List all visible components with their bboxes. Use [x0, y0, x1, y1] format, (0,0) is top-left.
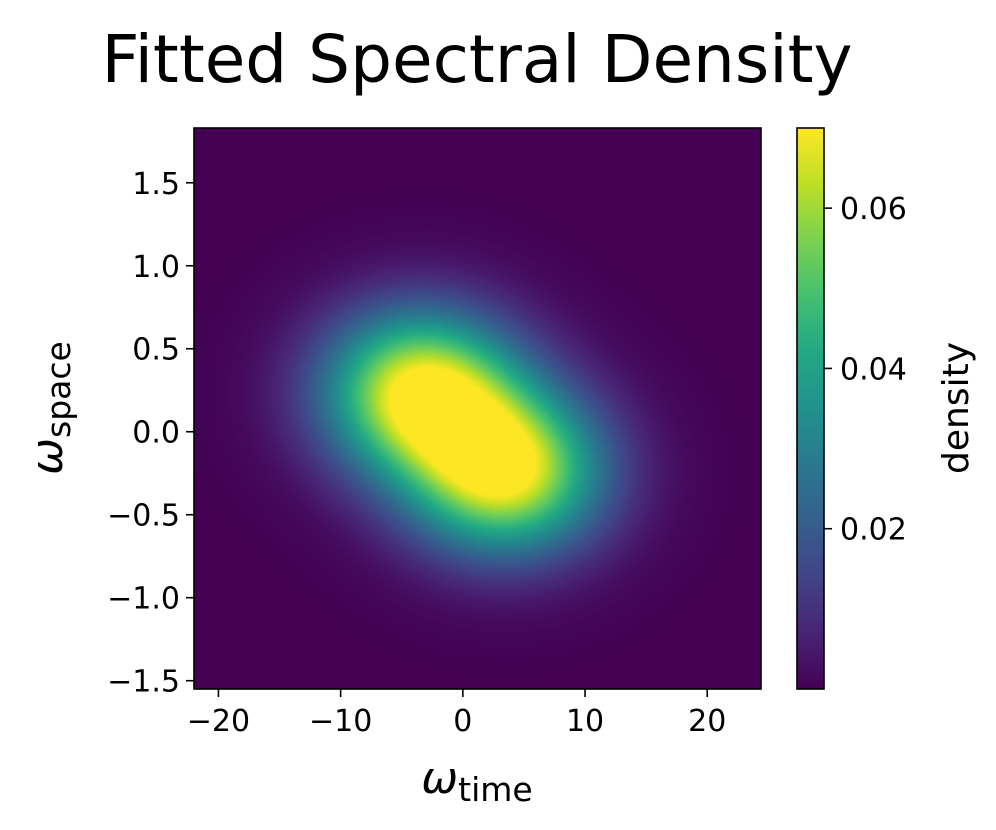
- y-tick-label: −0.5: [107, 499, 180, 534]
- y-axis-label-symbol: ω: [22, 438, 73, 475]
- x-axis: −20 −10 0 10 20: [187, 689, 726, 739]
- x-tick-label: 0: [453, 704, 472, 739]
- x-tick-label: −10: [309, 704, 372, 739]
- y-tick-label: −1.5: [107, 665, 180, 700]
- y-axis-label-subscript: space: [39, 341, 78, 438]
- y-tick-label: 0.5: [132, 333, 180, 368]
- colorbar-tick-label: 0.04: [840, 352, 907, 387]
- plot-frame: [193, 127, 762, 690]
- y-axis: −1.5 −1.0 −0.5 0.0 0.5 1.0 1.5: [107, 167, 194, 700]
- x-tick-label: 20: [688, 704, 726, 739]
- y-tick-label: 1.5: [132, 167, 180, 202]
- y-tick-label: 0.0: [132, 416, 180, 451]
- x-axis-label-symbol: ω: [421, 753, 458, 804]
- x-tick-label: −20: [187, 704, 250, 739]
- y-tick-label: 1.0: [132, 250, 180, 285]
- chart-title: Fitted Spectral Density: [101, 21, 852, 98]
- y-tick-label: −1.0: [107, 582, 180, 617]
- colorbar: 0.02 0.04 0.06 density: [796, 127, 977, 690]
- heatmap: [194, 128, 761, 689]
- colorbar-label: density: [936, 342, 977, 474]
- plot-area: [193, 127, 762, 690]
- colorbar-tick-label: 0.06: [840, 192, 907, 227]
- colorbar-tick-label: 0.02: [840, 513, 907, 548]
- colorbar-gradient: [796, 127, 825, 690]
- x-axis-label: ωtime: [421, 753, 532, 809]
- x-tick-label: 10: [566, 704, 604, 739]
- x-axis-label-subscript: time: [458, 770, 533, 809]
- y-axis-label: ωspace: [22, 341, 78, 475]
- colorbar-ticks: 0.02 0.04 0.06: [824, 192, 907, 548]
